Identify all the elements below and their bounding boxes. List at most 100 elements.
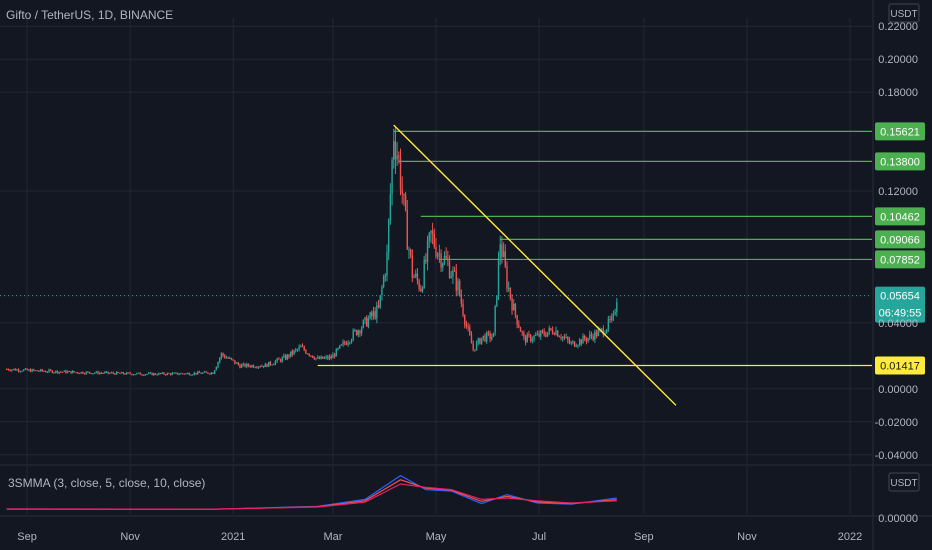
candle-body: [110, 372, 113, 374]
candle-body: [575, 346, 577, 348]
candle-body: [112, 372, 114, 374]
candle-body: [127, 372, 130, 374]
candle-body: [491, 337, 493, 339]
candle-body: [132, 374, 135, 376]
candle-body: [306, 353, 309, 355]
candle-body: [582, 335, 584, 344]
price-tick-label: 0.00000: [878, 384, 918, 396]
candle-body: [369, 312, 371, 319]
candle-body: [489, 332, 491, 339]
candle-body: [352, 330, 354, 340]
candle-body: [14, 368, 16, 371]
candle-body: [501, 244, 503, 257]
candle-body: [22, 369, 25, 372]
candle-body: [21, 371, 23, 373]
candle-body: [100, 372, 103, 374]
candle-body: [421, 287, 424, 292]
candle-body: [614, 312, 616, 315]
candle-body: [197, 371, 199, 375]
trend-line[interactable]: [393, 124, 677, 406]
candle-body: [529, 334, 532, 342]
candle-body: [399, 156, 402, 190]
candle-body: [186, 373, 189, 375]
time-tick-label: Sep: [634, 531, 654, 543]
candle-body: [453, 270, 456, 272]
candle-body: [136, 373, 138, 375]
candle-body: [521, 331, 523, 333]
candle-body: [163, 372, 165, 375]
candle-body: [295, 349, 297, 351]
candle-body: [29, 369, 32, 372]
candle-body: [592, 336, 594, 340]
candle-body: [301, 346, 304, 348]
candle-body: [281, 357, 283, 362]
candle-body: [141, 374, 143, 376]
candle-body: [425, 259, 427, 262]
candle-body: [144, 374, 147, 376]
candle-body: [604, 332, 606, 335]
candle-body: [264, 363, 267, 367]
candle-body: [612, 314, 615, 317]
indicator-label[interactable]: 3SMMA (3, close, 5, close, 10, close): [8, 476, 206, 490]
candle-body: [360, 327, 363, 334]
candle-body: [202, 372, 204, 374]
time-tick-label: May: [426, 531, 447, 543]
candle-body: [333, 354, 336, 357]
candle-body: [109, 372, 111, 374]
candle-body: [262, 365, 265, 367]
candle-body: [178, 374, 180, 376]
candle-body: [217, 362, 219, 367]
candle-body: [408, 249, 410, 251]
candle-body: [609, 318, 611, 320]
level-price-badge: [875, 122, 925, 141]
candle-body: [482, 335, 485, 338]
candle-body: [567, 336, 569, 341]
candle-body: [137, 372, 140, 374]
candle-body: [180, 373, 182, 375]
candle-body: [71, 371, 74, 374]
candle-body: [507, 287, 510, 289]
candle-body: [200, 372, 202, 374]
candle-body: [176, 372, 179, 375]
candle-body: [303, 346, 305, 351]
candle-body: [366, 317, 368, 327]
candle-body: [115, 371, 118, 375]
indicator-unit-box[interactable]: [888, 472, 920, 492]
candle-body: [58, 371, 60, 374]
level-price-badge: [875, 207, 925, 226]
candle-body: [585, 339, 588, 342]
candle-body: [467, 326, 469, 328]
candle-body: [188, 373, 190, 375]
candle-body: [551, 329, 554, 334]
candle-body: [393, 141, 395, 161]
candle-body: [246, 363, 248, 367]
candle-body: [31, 369, 33, 372]
candle-body: [173, 372, 175, 374]
candle-body: [87, 371, 89, 373]
candle-body: [379, 295, 381, 308]
level-price-badge: [875, 356, 925, 375]
candle-body: [181, 373, 184, 375]
price-unit-box[interactable]: [888, 3, 920, 23]
candle-body: [487, 332, 490, 334]
last-price-text: 0.05654: [880, 291, 920, 303]
candle-body: [156, 374, 158, 376]
candle-body: [465, 324, 468, 327]
candle-body: [342, 342, 344, 345]
candle-body: [190, 374, 192, 376]
candle-body: [322, 356, 324, 359]
candle-body: [485, 332, 488, 342]
candle-body: [148, 372, 150, 374]
candle-body: [298, 346, 300, 350]
candle-body: [597, 330, 599, 337]
candle-body: [359, 330, 361, 334]
candle-body: [235, 362, 238, 364]
candle-body: [80, 371, 82, 374]
candle-body: [455, 271, 457, 291]
candle-body: [587, 337, 589, 342]
candle-body: [68, 370, 70, 372]
candle-body: [409, 249, 412, 256]
candle-body: [616, 302, 618, 313]
candle-body: [131, 373, 133, 375]
